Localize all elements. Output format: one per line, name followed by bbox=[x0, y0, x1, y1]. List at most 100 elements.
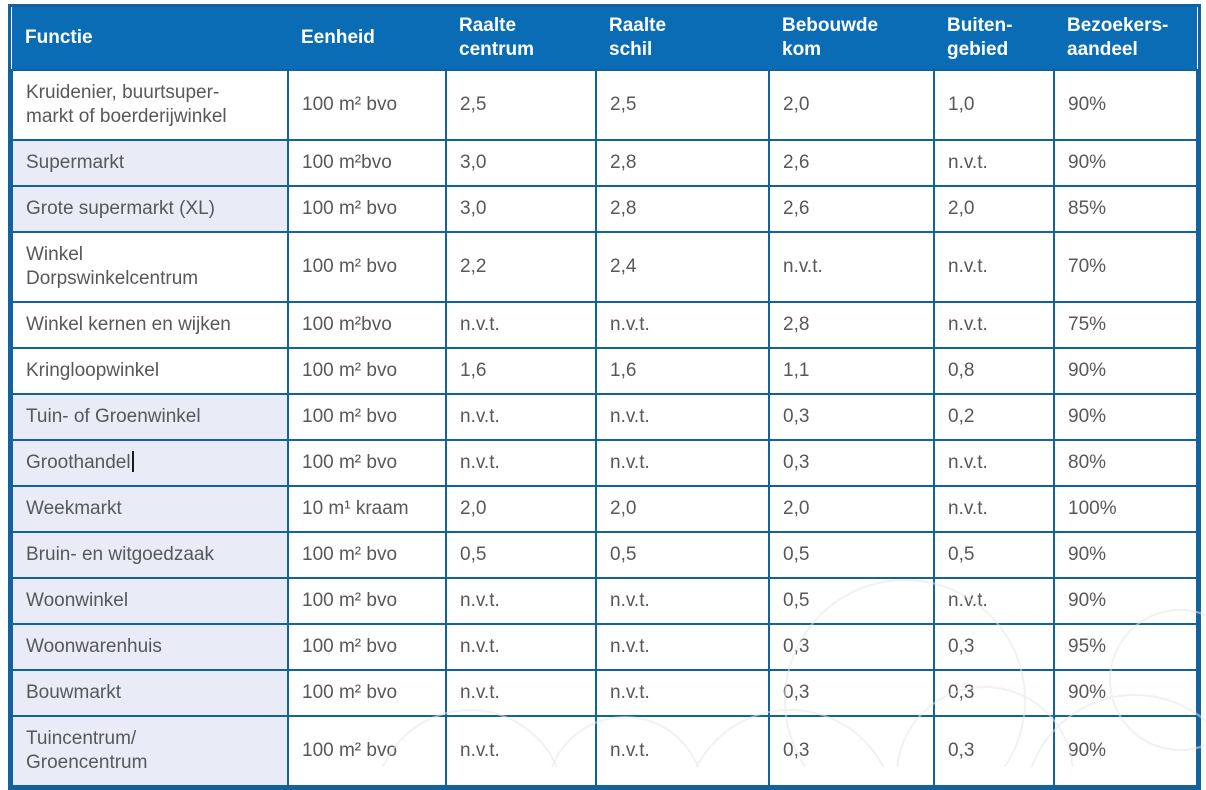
cell-raalte-centrum[interactable]: 3,0 bbox=[445, 139, 597, 187]
cell-eenheid[interactable]: 100 m² bvo bbox=[287, 393, 447, 441]
cell-bebouwde-kom[interactable]: 2,0 bbox=[768, 69, 935, 141]
cell-buitengebied[interactable]: 0,3 bbox=[933, 623, 1055, 671]
cell-functie[interactable]: Bouwmarkt bbox=[11, 669, 289, 717]
cell-eenheid[interactable]: 100 m² bvo bbox=[287, 577, 447, 625]
table-row: Groothandel 100 m² bvo n.v.t. n.v.t. 0,3 n.v.… bbox=[11, 439, 1198, 487]
cell-bebouwde-kom[interactable]: 2,0 bbox=[768, 485, 935, 533]
cell-bezoekersaandeel[interactable]: 90% bbox=[1053, 669, 1198, 717]
cell-buitengebied[interactable]: 2,0 bbox=[933, 185, 1055, 233]
cell-bezoekersaandeel[interactable]: 80% bbox=[1053, 439, 1198, 487]
cell-raalte-schil[interactable]: n.v.t. bbox=[595, 623, 770, 671]
cell-bezoekersaandeel[interactable]: 70% bbox=[1053, 231, 1198, 303]
cell-raalte-schil[interactable]: 0,5 bbox=[595, 531, 770, 579]
cell-functie[interactable]: Kruidenier, buurtsuper-markt of boerderi… bbox=[11, 69, 289, 141]
cell-raalte-schil[interactable]: 2,8 bbox=[595, 139, 770, 187]
cell-buitengebied[interactable]: n.v.t. bbox=[933, 231, 1055, 303]
cell-bebouwde-kom[interactable]: 1,1 bbox=[768, 347, 935, 395]
cell-raalte-schil[interactable]: n.v.t. bbox=[595, 393, 770, 441]
cell-bebouwde-kom[interactable]: 0,3 bbox=[768, 439, 935, 487]
cell-bezoekersaandeel[interactable]: 90% bbox=[1053, 531, 1198, 579]
cell-bebouwde-kom[interactable]: 0,3 bbox=[768, 669, 935, 717]
cell-buitengebied[interactable]: 0,3 bbox=[933, 669, 1055, 717]
cell-functie[interactable]: Weekmarkt bbox=[11, 485, 289, 533]
cell-buitengebied[interactable]: 1,0 bbox=[933, 69, 1055, 141]
cell-eenheid[interactable]: 100 m² bvo bbox=[287, 69, 447, 141]
cell-raalte-centrum[interactable]: 2,0 bbox=[445, 485, 597, 533]
cell-raalte-centrum[interactable]: n.v.t. bbox=[445, 393, 597, 441]
cell-functie[interactable]: Tuincentrum/Groencentrum bbox=[11, 715, 289, 787]
cell-bezoekersaandeel[interactable]: 100% bbox=[1053, 485, 1198, 533]
cell-raalte-schil[interactable]: n.v.t. bbox=[595, 301, 770, 349]
cell-bebouwde-kom[interactable]: 2,6 bbox=[768, 139, 935, 187]
cell-buitengebied[interactable]: 0,2 bbox=[933, 393, 1055, 441]
cell-bezoekersaandeel[interactable]: 90% bbox=[1053, 393, 1198, 441]
cell-eenheid[interactable]: 100 m²bvo bbox=[287, 139, 447, 187]
cell-raalte-centrum[interactable]: 2,5 bbox=[445, 69, 597, 141]
cell-raalte-centrum[interactable]: 3,0 bbox=[445, 185, 597, 233]
cell-raalte-schil[interactable]: 2,0 bbox=[595, 485, 770, 533]
cell-raalte-centrum[interactable]: n.v.t. bbox=[445, 623, 597, 671]
cell-functie[interactable]: Tuin- of Groenwinkel bbox=[11, 393, 289, 441]
cell-raalte-schil[interactable]: 2,4 bbox=[595, 231, 770, 303]
cell-raalte-centrum[interactable]: 1,6 bbox=[445, 347, 597, 395]
cell-eenheid[interactable]: 100 m² bvo bbox=[287, 439, 447, 487]
cell-bebouwde-kom[interactable]: 2,8 bbox=[768, 301, 935, 349]
cell-eenheid[interactable]: 100 m² bvo bbox=[287, 669, 447, 717]
cell-raalte-schil[interactable]: 1,6 bbox=[595, 347, 770, 395]
cell-bezoekersaandeel[interactable]: 90% bbox=[1053, 69, 1198, 141]
cell-functie[interactable]: Supermarkt bbox=[11, 139, 289, 187]
cell-bezoekersaandeel[interactable]: 90% bbox=[1053, 347, 1198, 395]
cell-raalte-centrum[interactable]: n.v.t. bbox=[445, 577, 597, 625]
cell-buitengebied[interactable]: n.v.t. bbox=[933, 139, 1055, 187]
cell-raalte-centrum[interactable]: n.v.t. bbox=[445, 669, 597, 717]
cell-bezoekersaandeel[interactable]: 90% bbox=[1053, 577, 1198, 625]
cell-eenheid[interactable]: 100 m² bvo bbox=[287, 623, 447, 671]
cell-bebouwde-kom[interactable]: 0,5 bbox=[768, 577, 935, 625]
cell-eenheid[interactable]: 100 m²bvo bbox=[287, 301, 447, 349]
cell-raalte-schil[interactable]: 2,8 bbox=[595, 185, 770, 233]
cell-bebouwde-kom[interactable]: 2,6 bbox=[768, 185, 935, 233]
cell-buitengebied[interactable]: n.v.t. bbox=[933, 301, 1055, 349]
cell-eenheid[interactable]: 10 m¹ kraam bbox=[287, 485, 447, 533]
cell-eenheid[interactable]: 100 m² bvo bbox=[287, 231, 447, 303]
cell-raalte-centrum[interactable]: 0,5 bbox=[445, 531, 597, 579]
cell-buitengebied[interactable]: n.v.t. bbox=[933, 577, 1055, 625]
cell-buitengebied[interactable]: n.v.t. bbox=[933, 485, 1055, 533]
cell-functie[interactable]: Woonwinkel bbox=[11, 577, 289, 625]
cell-bebouwde-kom[interactable]: n.v.t. bbox=[768, 231, 935, 303]
cell-raalte-schil[interactable]: n.v.t. bbox=[595, 669, 770, 717]
cell-bebouwde-kom[interactable]: 0,3 bbox=[768, 715, 935, 787]
column-header-bebouwde-kom: Bebouwde kom bbox=[769, 7, 934, 70]
cell-bezoekersaandeel[interactable]: 95% bbox=[1053, 623, 1198, 671]
cell-buitengebied[interactable]: 0,3 bbox=[933, 715, 1055, 787]
cell-bebouwde-kom[interactable]: 0,3 bbox=[768, 623, 935, 671]
cell-eenheid[interactable]: 100 m² bvo bbox=[287, 185, 447, 233]
cell-buitengebied[interactable]: 0,8 bbox=[933, 347, 1055, 395]
cell-bebouwde-kom[interactable]: 0,3 bbox=[768, 393, 935, 441]
cell-eenheid[interactable]: 100 m² bvo bbox=[287, 347, 447, 395]
cell-raalte-schil[interactable]: n.v.t. bbox=[595, 577, 770, 625]
cell-functie[interactable]: Grote supermarkt (XL) bbox=[11, 185, 289, 233]
cell-bebouwde-kom[interactable]: 0,5 bbox=[768, 531, 935, 579]
cell-raalte-schil[interactable]: n.v.t. bbox=[595, 715, 770, 787]
cell-raalte-schil[interactable]: 2,5 bbox=[595, 69, 770, 141]
cell-functie[interactable]: Bruin- en witgoedzaak bbox=[11, 531, 289, 579]
cell-buitengebied[interactable]: 0,5 bbox=[933, 531, 1055, 579]
cell-functie[interactable]: Winkel kernen en wijken bbox=[11, 301, 289, 349]
cell-raalte-centrum[interactable]: n.v.t. bbox=[445, 301, 597, 349]
cell-functie[interactable]: Winkel Dorpswinkelcentrum bbox=[11, 231, 289, 303]
cell-bezoekersaandeel[interactable]: 85% bbox=[1053, 185, 1198, 233]
cell-functie[interactable]: Kringloopwinkel bbox=[11, 347, 289, 395]
cell-eenheid[interactable]: 100 m² bvo bbox=[287, 531, 447, 579]
cell-bezoekersaandeel[interactable]: 90% bbox=[1053, 715, 1198, 787]
cell-eenheid[interactable]: 100 m² bvo bbox=[287, 715, 447, 787]
cell-raalte-centrum[interactable]: 2,2 bbox=[445, 231, 597, 303]
cell-raalte-schil[interactable]: n.v.t. bbox=[595, 439, 770, 487]
cell-functie[interactable]: Woonwarenhuis bbox=[11, 623, 289, 671]
cell-buitengebied[interactable]: n.v.t. bbox=[933, 439, 1055, 487]
cell-functie[interactable]: Groothandel bbox=[11, 439, 289, 487]
cell-raalte-centrum[interactable]: n.v.t. bbox=[445, 439, 597, 487]
cell-bezoekersaandeel[interactable]: 90% bbox=[1053, 139, 1198, 187]
cell-bezoekersaandeel[interactable]: 75% bbox=[1053, 301, 1198, 349]
cell-raalte-centrum[interactable]: n.v.t. bbox=[445, 715, 597, 787]
